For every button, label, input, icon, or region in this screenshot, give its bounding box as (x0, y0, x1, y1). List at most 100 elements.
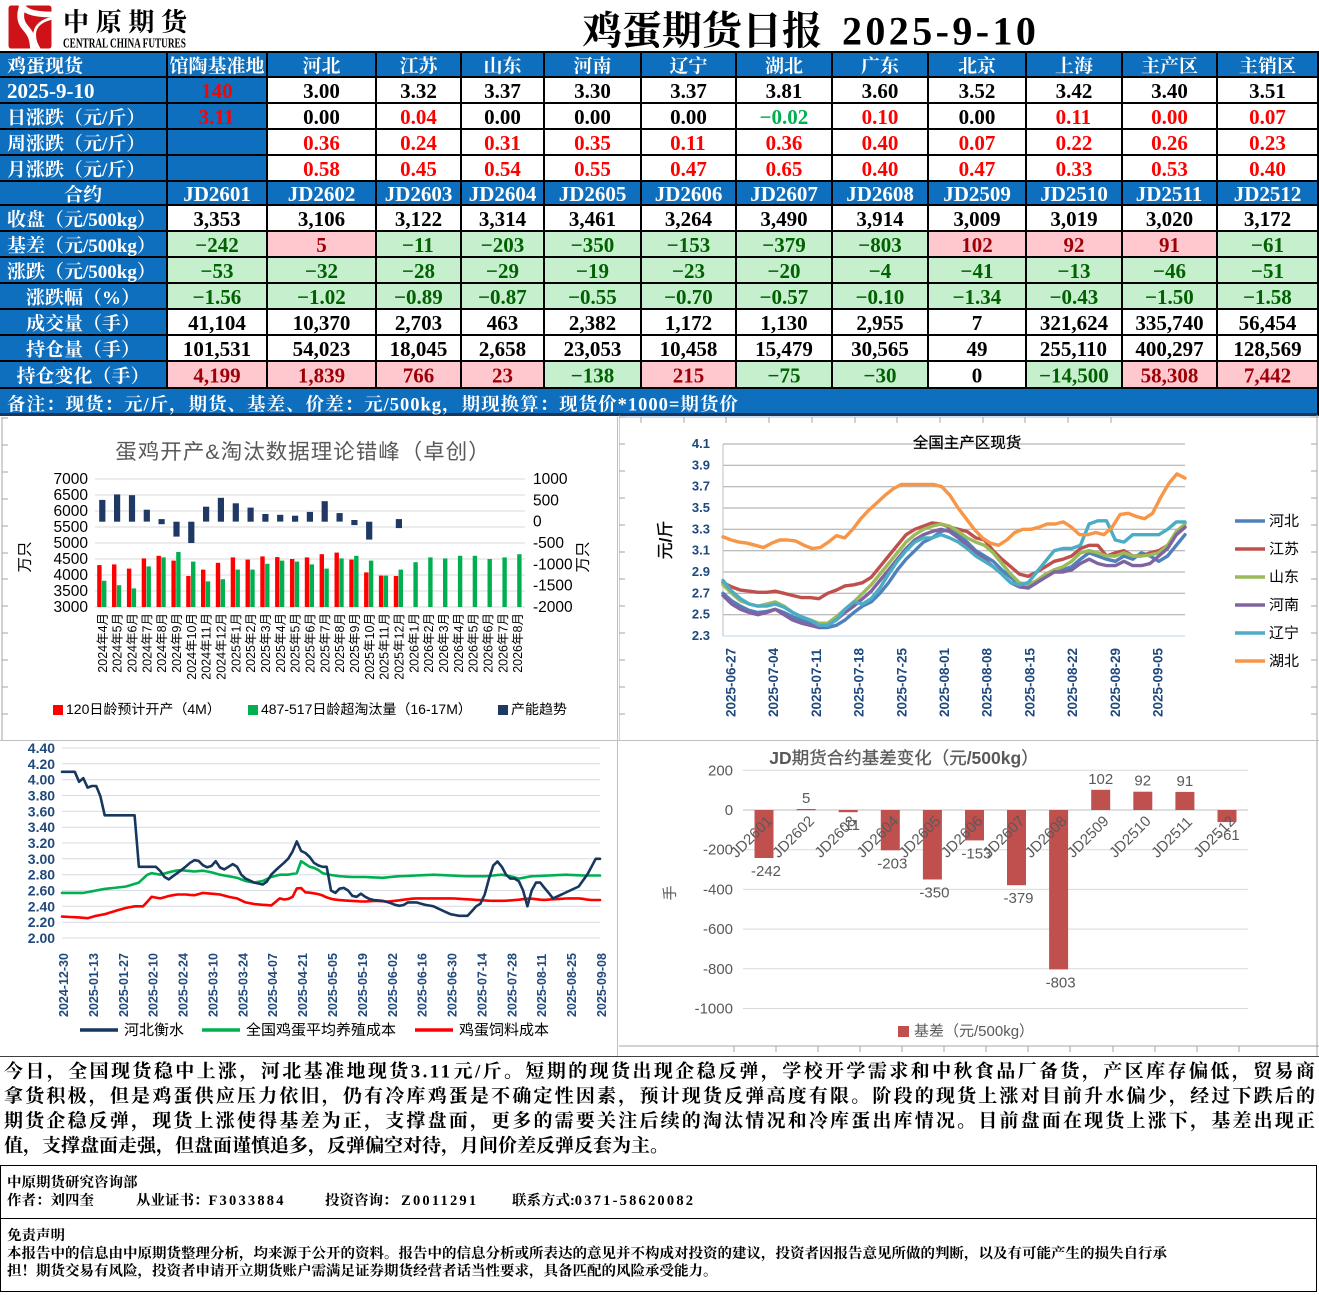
svg-text:4: 4 (452, 626, 466, 633)
svg-text:−803: −803 (858, 233, 901, 257)
svg-text:2025-07-28: 2025-07-28 (505, 953, 519, 1017)
svg-text:−350: −350 (571, 233, 614, 257)
svg-text:4.20: 4.20 (28, 756, 55, 772)
svg-text:4.1: 4.1 (692, 436, 710, 451)
svg-text:2: 2 (422, 625, 436, 632)
svg-text:JD2511: JD2511 (1136, 182, 1203, 206)
svg-text:10: 10 (185, 625, 199, 639)
svg-text:12: 12 (393, 625, 407, 639)
svg-text:2025: 2025 (378, 652, 392, 680)
svg-text:2025: 2025 (229, 645, 243, 673)
svg-text:0.35: 0.35 (574, 131, 611, 155)
svg-text:2025-05-05: 2025-05-05 (326, 953, 340, 1017)
svg-text:23,053: 23,053 (564, 337, 622, 361)
svg-text:JD2605: JD2605 (559, 182, 627, 206)
svg-text:3.40: 3.40 (1151, 79, 1188, 103)
svg-text:2025: 2025 (333, 645, 347, 673)
svg-text:2,703: 2,703 (395, 311, 442, 335)
svg-text:JD: JD (769, 748, 791, 768)
svg-text:766: 766 (403, 364, 435, 388)
svg-text:2.80: 2.80 (28, 867, 55, 883)
svg-text:−19: −19 (576, 259, 609, 283)
svg-text:-379: -379 (1004, 890, 1034, 907)
svg-text:335,740: 335,740 (1135, 311, 1203, 335)
svg-text:2026: 2026 (511, 645, 525, 673)
svg-text:4: 4 (274, 625, 288, 632)
svg-text:0.54: 0.54 (484, 157, 521, 181)
svg-text:2025-05-19: 2025-05-19 (356, 953, 370, 1017)
svg-text:2024: 2024 (140, 645, 154, 673)
svg-text:92: 92 (1134, 773, 1151, 790)
svg-text:7: 7 (496, 626, 510, 633)
svg-text:F3033884: F3033884 (209, 1193, 286, 1209)
svg-text:0.00: 0.00 (1151, 105, 1188, 129)
svg-text:3,914: 3,914 (856, 207, 904, 231)
svg-text:6: 6 (481, 625, 495, 632)
svg-text:0.00: 0.00 (484, 105, 521, 129)
svg-text:−0.43: −0.43 (1050, 285, 1099, 309)
svg-text:3,020: 3,020 (1146, 207, 1193, 231)
svg-text:0.45: 0.45 (400, 157, 437, 181)
svg-text:0.40: 0.40 (862, 157, 899, 181)
svg-text:−28: −28 (402, 259, 435, 283)
svg-text:2025: 2025 (289, 645, 303, 673)
svg-text:2024: 2024 (126, 645, 140, 673)
svg-text:2025-08-01: 2025-08-01 (937, 647, 952, 717)
svg-text:0.65: 0.65 (766, 157, 803, 181)
svg-text:0.00: 0.00 (670, 105, 707, 129)
svg-text:JD2606: JD2606 (655, 182, 723, 206)
svg-text:JD2601: JD2601 (183, 182, 251, 206)
svg-text:2026: 2026 (481, 645, 495, 673)
svg-text:3,106: 3,106 (298, 207, 345, 231)
svg-text:2025-03-24: 2025-03-24 (236, 953, 250, 1017)
svg-text:101,531: 101,531 (183, 337, 251, 361)
svg-text:2025: 2025 (259, 645, 273, 673)
svg-text:10,370: 10,370 (293, 311, 351, 335)
svg-text:4,199: 4,199 (193, 364, 240, 388)
svg-text:6500: 6500 (54, 487, 89, 504)
svg-text:2025-9-10: 2025-9-10 (7, 79, 95, 103)
svg-text:2024-12-30: 2024-12-30 (57, 953, 71, 1017)
svg-text:1: 1 (407, 626, 421, 633)
svg-text:7: 7 (318, 625, 332, 632)
svg-text:4M: 4M (187, 701, 206, 717)
svg-text:2,658: 2,658 (479, 337, 526, 361)
svg-text:5: 5 (316, 233, 327, 257)
svg-text:/: / (101, 108, 108, 129)
svg-text:2025-03-10: 2025-03-10 (206, 953, 220, 1017)
svg-text:15,479: 15,479 (755, 337, 813, 361)
svg-text:2025-04-21: 2025-04-21 (296, 953, 310, 1017)
svg-text:8: 8 (155, 625, 169, 632)
svg-text:/: / (143, 396, 150, 416)
svg-text:2025-08-15: 2025-08-15 (1022, 647, 1037, 717)
svg-text:-1000: -1000 (695, 1001, 733, 1018)
svg-text:2.60: 2.60 (28, 883, 55, 899)
svg-text:2.20: 2.20 (28, 914, 55, 930)
svg-text:10: 10 (363, 625, 377, 639)
svg-text:3.9: 3.9 (692, 457, 710, 472)
svg-text:2025: 2025 (318, 645, 332, 673)
svg-text:−51: −51 (1251, 259, 1284, 283)
svg-text:3.37: 3.37 (670, 79, 707, 103)
svg-text:3,314: 3,314 (479, 207, 527, 231)
svg-text:-1500: -1500 (533, 578, 573, 595)
svg-text:/: / (101, 160, 108, 181)
svg-text:2025-09-05: 2025-09-05 (1151, 647, 1166, 717)
svg-text:0.10: 0.10 (862, 105, 899, 129)
svg-text:1000: 1000 (533, 471, 568, 488)
svg-text:−23: −23 (672, 259, 705, 283)
svg-text:-2000: -2000 (533, 599, 573, 616)
svg-text:2025-04-07: 2025-04-07 (266, 953, 280, 1017)
svg-text:−1.34: −1.34 (953, 285, 1002, 309)
svg-text:2025-07-11: 2025-07-11 (809, 648, 824, 717)
svg-text:0: 0 (533, 514, 542, 531)
svg-text:−153: −153 (667, 233, 710, 257)
svg-text:−0.02: −0.02 (760, 105, 809, 129)
svg-text:−20: −20 (768, 259, 801, 283)
svg-text:-242: -242 (751, 863, 781, 880)
svg-text:0.55: 0.55 (574, 157, 611, 181)
svg-text:41,104: 41,104 (188, 311, 246, 335)
svg-text:−138: −138 (571, 364, 614, 388)
svg-text:49: 49 (967, 337, 988, 361)
svg-text:2025: 2025 (393, 652, 407, 680)
